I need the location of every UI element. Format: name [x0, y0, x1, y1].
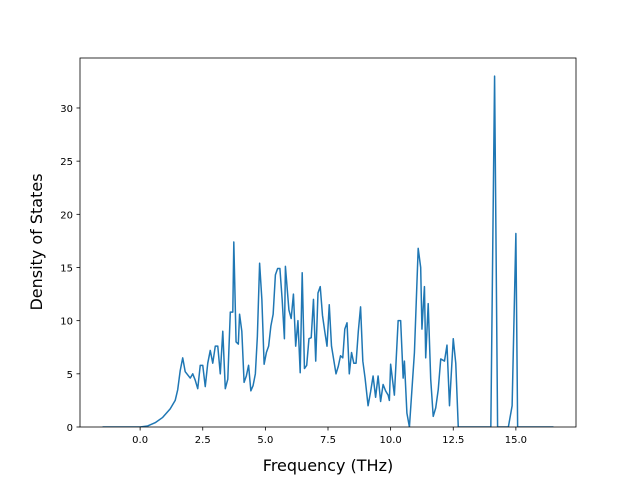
y-tick-label: 0 [67, 423, 73, 434]
y-tick-label: 5 [67, 370, 73, 381]
x-tick-label: 0.0 [132, 435, 148, 446]
plot-frame [79, 57, 577, 428]
y-tick-label: 10 [60, 317, 73, 328]
x-tick-label: 5.0 [257, 435, 273, 446]
y-tick-label: 25 [60, 157, 73, 168]
x-tick-label: 7.5 [320, 435, 336, 446]
line [102, 75, 554, 427]
y-axis-label: Density of States [27, 173, 46, 310]
y-tick-label: 15 [60, 263, 73, 274]
x-tick-label: 2.5 [195, 435, 211, 446]
x-axis-label: Frequency (THz) [263, 456, 393, 475]
x-tick-label: 15.0 [505, 435, 527, 446]
y-tick-label: 20 [60, 210, 73, 221]
x-tick-label: 10.0 [379, 435, 401, 446]
y-tick-label: 30 [60, 104, 73, 115]
x-tick-label: 12.5 [442, 435, 464, 446]
